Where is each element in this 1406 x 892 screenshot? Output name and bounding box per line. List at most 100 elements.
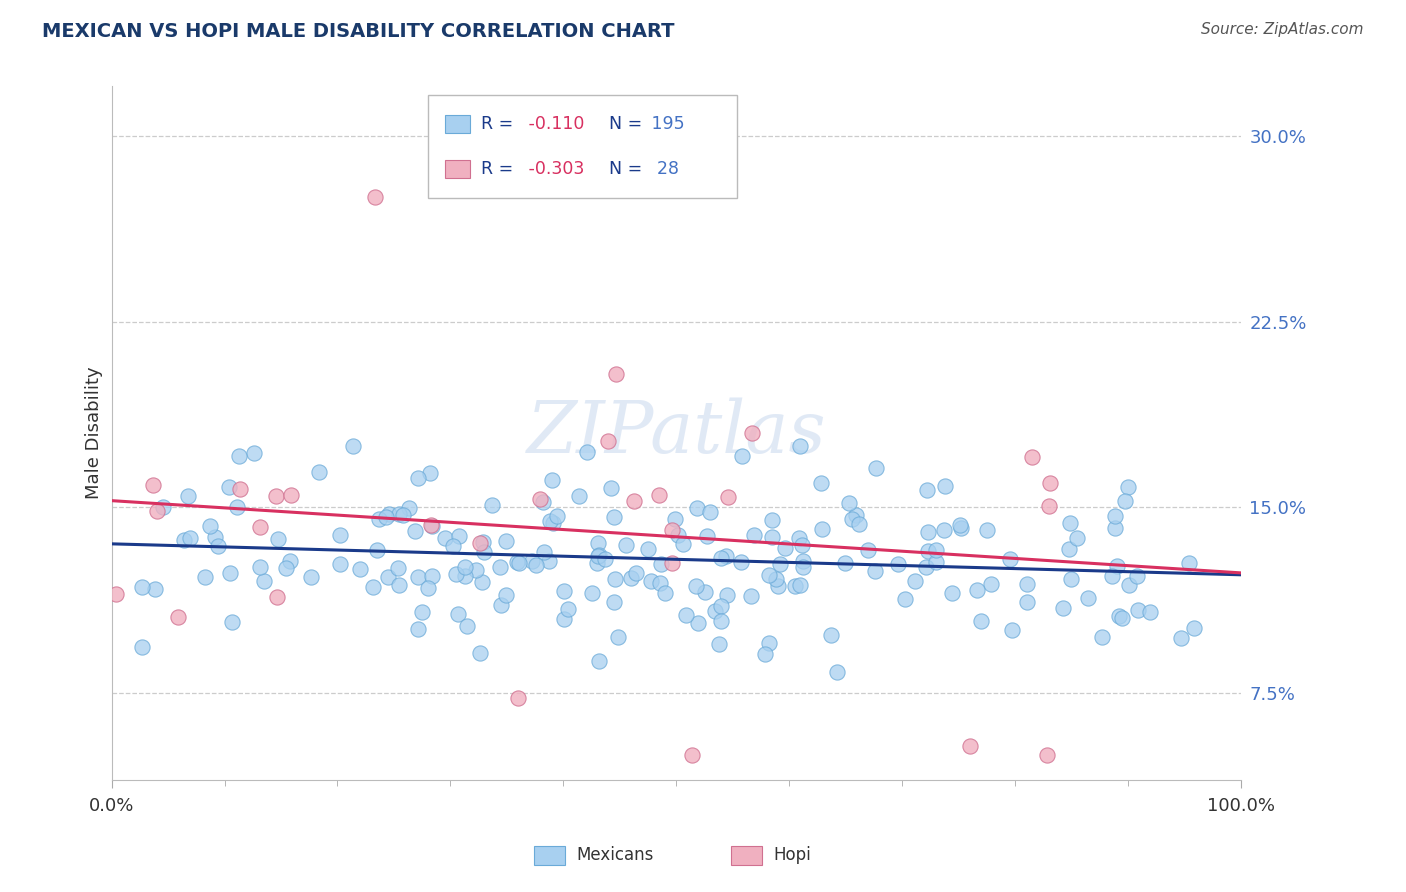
Point xyxy=(915,483,938,497)
Point xyxy=(226,500,249,514)
Point xyxy=(553,583,575,598)
Point xyxy=(1052,601,1074,615)
Text: Mexicans: Mexicans xyxy=(576,847,654,864)
Point xyxy=(488,559,510,574)
Point xyxy=(841,511,863,525)
Point xyxy=(769,557,792,571)
Point xyxy=(825,665,848,680)
Point xyxy=(546,509,568,524)
Point xyxy=(329,557,352,571)
Point xyxy=(1126,602,1149,616)
Point xyxy=(146,504,169,518)
Point xyxy=(329,527,352,541)
Point xyxy=(266,489,288,503)
Point xyxy=(716,549,738,563)
Point xyxy=(299,570,322,584)
Point xyxy=(792,554,814,568)
Point xyxy=(219,566,242,580)
Point xyxy=(495,533,517,548)
Point xyxy=(179,531,201,545)
Point xyxy=(661,524,683,538)
Text: N =: N = xyxy=(598,115,643,133)
Point xyxy=(941,586,963,600)
Point xyxy=(1105,558,1128,573)
Point xyxy=(242,446,264,460)
Point xyxy=(1126,568,1149,582)
Point xyxy=(741,425,763,440)
Point xyxy=(948,518,970,533)
Point xyxy=(274,561,297,575)
Point xyxy=(789,531,811,545)
Point xyxy=(710,614,733,628)
Point xyxy=(575,445,598,459)
Point xyxy=(783,579,806,593)
Point xyxy=(200,519,222,533)
Point xyxy=(1001,623,1024,637)
Point xyxy=(761,530,783,544)
Point xyxy=(411,605,433,619)
Point xyxy=(686,500,709,515)
Point xyxy=(1178,556,1201,570)
Point xyxy=(603,595,626,609)
Point xyxy=(664,512,686,526)
Point xyxy=(686,615,709,630)
Point xyxy=(441,539,464,553)
Point xyxy=(742,527,765,541)
Point xyxy=(531,495,554,509)
Point xyxy=(446,607,468,621)
Point xyxy=(950,520,973,534)
Point xyxy=(675,607,697,622)
Point xyxy=(766,579,789,593)
Point xyxy=(404,524,426,539)
Point xyxy=(538,554,561,568)
Point xyxy=(131,640,153,655)
Point xyxy=(387,578,409,592)
Point xyxy=(959,739,981,754)
Point xyxy=(648,488,671,502)
Point xyxy=(1101,568,1123,582)
Point xyxy=(848,516,870,531)
Point xyxy=(624,566,647,581)
Point xyxy=(740,589,762,603)
Point xyxy=(471,534,494,549)
Point xyxy=(173,533,195,548)
Point xyxy=(520,554,543,568)
Point xyxy=(366,542,388,557)
Point xyxy=(464,563,486,577)
Point xyxy=(588,548,610,562)
Point xyxy=(704,604,727,618)
Point xyxy=(709,599,731,613)
Point xyxy=(716,588,738,602)
Point xyxy=(980,577,1002,591)
Point xyxy=(422,568,444,582)
Text: MEXICAN VS HOPI MALE DISABILITY CORRELATION CHART: MEXICAN VS HOPI MALE DISABILITY CORRELAT… xyxy=(42,22,675,41)
Point xyxy=(349,562,371,576)
Point xyxy=(508,556,530,570)
Point xyxy=(717,491,740,505)
Point xyxy=(387,560,409,574)
Point xyxy=(637,541,659,556)
Point xyxy=(557,602,579,616)
Point xyxy=(696,529,718,543)
Point xyxy=(249,520,271,534)
Text: 28: 28 xyxy=(645,161,679,178)
Point xyxy=(934,479,956,493)
Point xyxy=(600,481,623,495)
Point xyxy=(1118,578,1140,592)
Point xyxy=(596,434,619,449)
Point xyxy=(267,533,290,547)
Point xyxy=(602,509,624,524)
Point xyxy=(249,560,271,574)
Point xyxy=(1111,611,1133,625)
Point xyxy=(177,489,200,503)
Point xyxy=(375,510,398,524)
Point xyxy=(707,637,730,651)
Point xyxy=(1114,494,1136,508)
Point xyxy=(481,498,503,512)
Point xyxy=(915,560,938,574)
Point xyxy=(765,572,787,586)
Point xyxy=(685,579,707,593)
Point xyxy=(449,529,471,543)
Text: R =: R = xyxy=(481,115,513,133)
Point xyxy=(1091,630,1114,644)
